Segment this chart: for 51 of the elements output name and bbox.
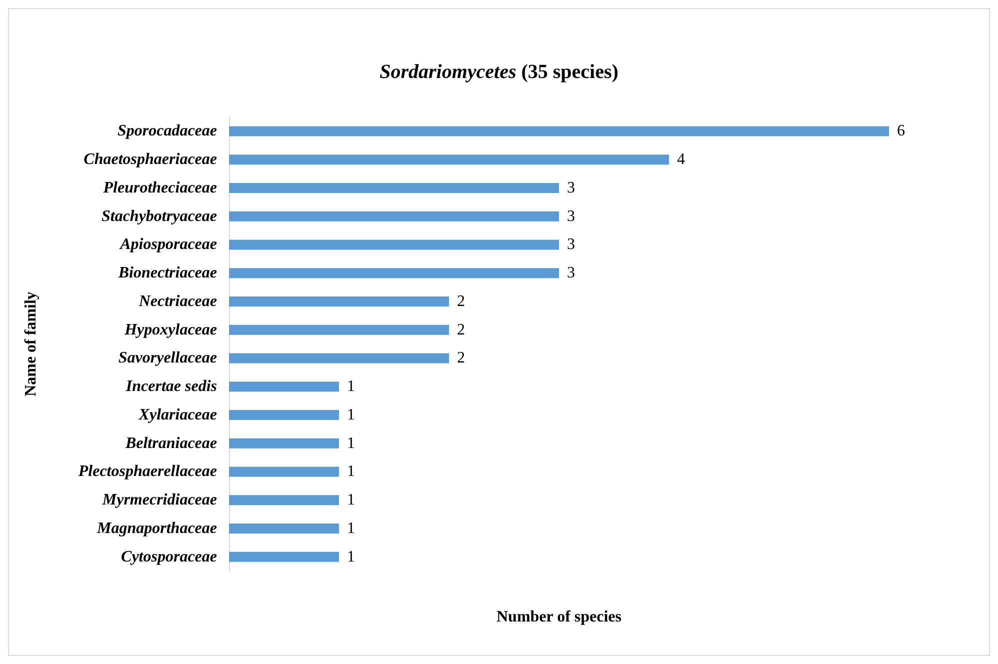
bar (229, 382, 339, 392)
y-tick-label: Myrmecridiaceae (101, 492, 217, 509)
y-tick-label: Savoryellaceae (118, 350, 217, 367)
data-label: 2 (457, 292, 465, 310)
bar (229, 268, 559, 278)
bar (229, 410, 339, 420)
y-tick-label: Apiosporaceae (119, 236, 217, 254)
bar (229, 324, 449, 335)
bar (229, 182, 559, 193)
data-label: 1 (347, 378, 355, 396)
bar (229, 296, 449, 306)
data-label: 4 (677, 151, 685, 168)
data-label: 1 (347, 434, 355, 452)
bar (229, 552, 339, 562)
bar (229, 126, 889, 136)
bar (229, 353, 449, 364)
data-label: 6 (897, 122, 905, 140)
data-label: 1 (347, 463, 355, 480)
data-label: 1 (347, 492, 355, 509)
bar (229, 211, 559, 222)
y-tick-label: Hypoxylaceae (124, 321, 217, 338)
bar (229, 154, 669, 165)
data-label: 3 (567, 236, 575, 254)
y-tick-label: Stachybotryaceae (101, 208, 217, 225)
bar (229, 495, 339, 506)
data-label: 2 (457, 350, 465, 367)
data-label: 3 (567, 264, 575, 282)
y-axis-title: Name of family (22, 292, 40, 396)
y-tick-label: Incertae sedis (124, 378, 217, 396)
y-tick-label: Beltraniaceae (124, 434, 217, 452)
bar (229, 523, 339, 534)
y-tick-label: Cytosporaceae (121, 548, 217, 566)
data-label: 3 (567, 208, 575, 225)
data-label: 2 (457, 321, 465, 338)
chart-title: Sordariomycetes (35 species) (380, 61, 618, 83)
data-label: 3 (567, 179, 575, 196)
bar (229, 466, 339, 477)
y-tick-label: Bionectriaceae (117, 264, 217, 282)
data-label: 1 (347, 520, 355, 537)
y-tick-label: Plectosphaerellaceae (77, 463, 217, 480)
data-label: 1 (347, 548, 355, 566)
x-axis-title: Number of species (496, 608, 622, 626)
data-label: 1 (347, 406, 355, 424)
y-tick-label: Xylariaceae (138, 406, 217, 424)
bar (229, 240, 559, 250)
y-tick-label: Chaetosphaeriaceae (84, 151, 217, 168)
y-tick-label: Magnaporthaceae (96, 520, 217, 537)
y-tick-label: Pleurotheciaceae (102, 179, 217, 196)
y-tick-label: Sporocadaceae (117, 122, 217, 140)
y-tick-label: Nectriaceae (138, 292, 217, 310)
bar (229, 438, 339, 448)
